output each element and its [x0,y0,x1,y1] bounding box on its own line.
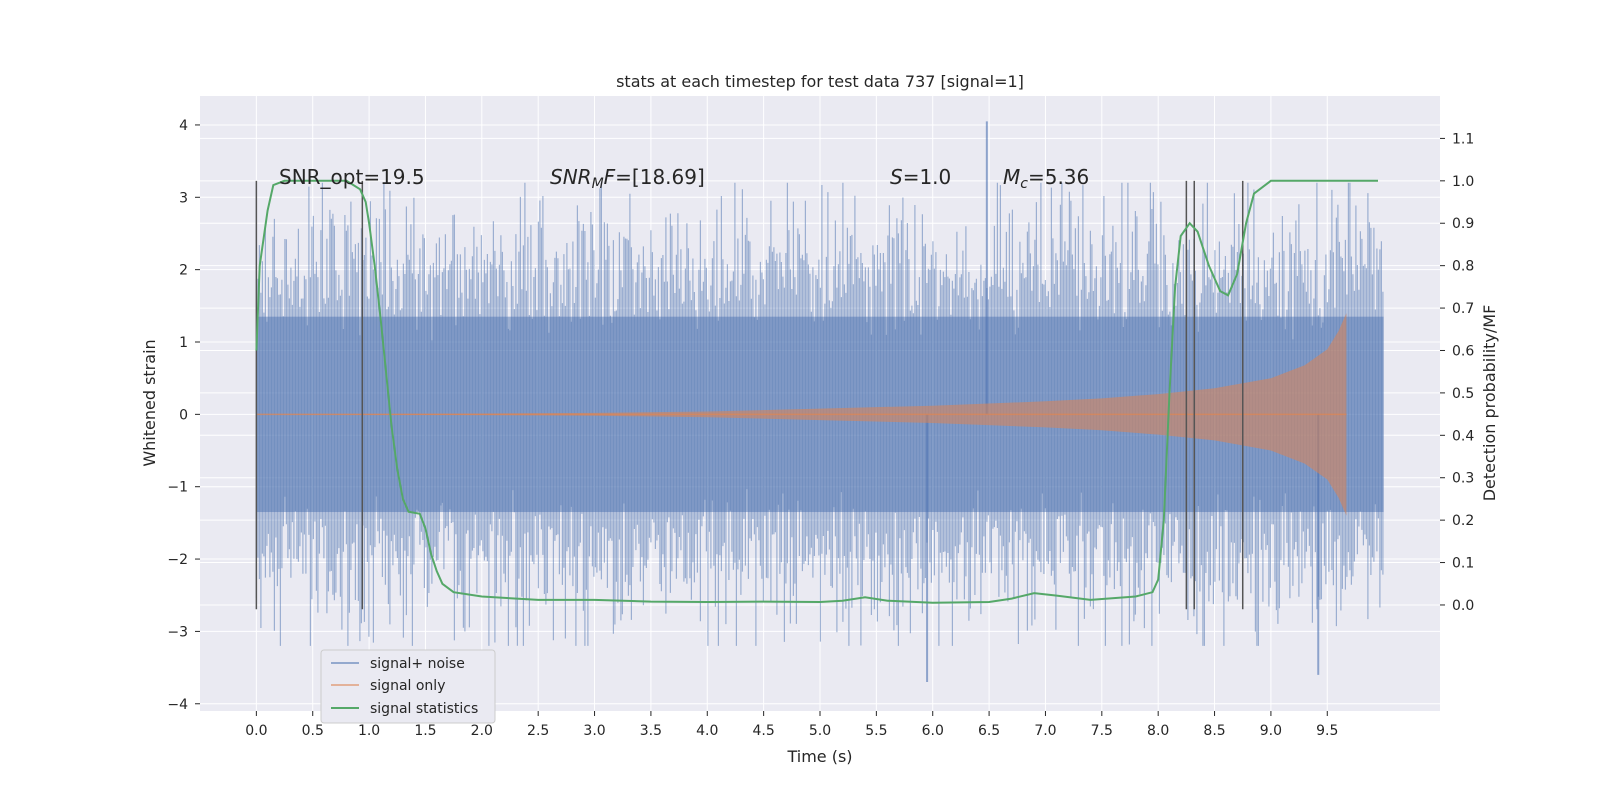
y-tick-label: 4 [179,118,188,134]
annotation-mc-symbol: M [1003,165,1020,189]
y-tick-right-label: 0.6 [1452,343,1474,359]
x-tick-label: 5.5 [865,723,887,739]
y-axis-right-label: Detection probability/MF [1480,305,1499,502]
signal-statistics-line [255,179,1378,604]
y-tick-right-label: 0.7 [1452,301,1474,317]
annotation-snr-mf-value: =[18.69] [615,165,705,189]
y-tick-label: −1 [167,480,188,496]
axes: 0.0 0.5 1.0 1.5 2.0 2.5 3.0 3.5 4.0 4.5 5.0 5.5 6.0 6… [167,118,1474,739]
annotation-mc-subscript: c [1020,176,1028,192]
x-tick-label: 3.0 [583,723,605,739]
plot-area [255,121,1384,683]
x-tick-label: 3.5 [640,723,662,739]
legend-label-signal-noise: signal+ noise [370,656,465,672]
annotation-mc: Mc=5.36 [1003,165,1089,192]
x-tick-label: 0.5 [302,723,324,739]
y-tick-label: −4 [167,697,188,713]
y-tick-right-label: 1.0 [1452,174,1474,190]
x-tick-label: 4.0 [696,723,718,739]
annotation-snr-mf: SNRMF=[18.69] [550,165,705,192]
x-tick-label: 9.5 [1316,723,1338,739]
annotation-snr-mf-subscript: M [592,176,604,192]
x-tick-label: 2.5 [527,723,549,739]
x-tick-label: 1.5 [414,723,436,739]
x-tick-label: 1.0 [358,723,380,739]
x-tick-label: 0.0 [245,723,267,739]
x-tick-label: 6.0 [922,723,944,739]
y-tick-label: 3 [179,190,188,206]
legend-label-signal-statistics: signal statistics [370,701,478,717]
annotation-s-symbol: S [890,165,903,189]
x-tick-label: 6.5 [978,723,1000,739]
annotation-mc-value: =5.36 [1028,165,1089,189]
y-tick-right-label: 0.9 [1452,216,1474,232]
legend: signal+ noise signal only signal statist… [320,649,496,724]
annotation-snr-mf-symbol: SNR [550,165,592,189]
legend-label-signal-only: signal only [370,678,445,694]
x-tick-label: 8.5 [1203,723,1225,739]
y-tick-label: −2 [167,552,188,568]
y-tick-label: 2 [179,263,188,279]
y-tick-right-label: 0.4 [1452,428,1474,444]
annotation-s-value: =1.0 [903,165,952,189]
y-tick-right-label: 0.5 [1452,386,1474,402]
x-axis-label: Time (s) [786,747,852,766]
y-tick-label: −3 [167,624,188,640]
y-tick-right-label: 0.8 [1452,259,1474,275]
y-tick-label: 1 [179,335,188,351]
x-tick-label: 4.5 [753,723,775,739]
annotation-snr-opt: SNR_opt=19.5 [279,165,425,189]
x-tick-label: 5.0 [809,723,831,739]
y-tick-right-label: 0.3 [1452,471,1474,487]
y-tick-label: 0 [179,407,188,423]
x-tick-label: 7.5 [1091,723,1113,739]
y-axis-label: Whitened strain [140,339,159,466]
chart-title: stats at each timestep for test data 737… [616,72,1024,91]
x-tick-label: 9.0 [1260,723,1282,739]
x-tick-label: 8.0 [1147,723,1169,739]
y-tick-right-label: 0.1 [1452,556,1474,572]
x-tick-label: 7.0 [1034,723,1056,739]
legend-box [320,649,496,724]
y-tick-right-label: 0.2 [1452,513,1474,529]
x-tick-label: 2.0 [471,723,493,739]
annotation-snr-mf-symbol-2: F [604,165,616,189]
y-tick-right-label: 0.0 [1452,598,1474,614]
annotation-s: S=1.0 [890,165,951,189]
y-tick-right-label: 1.1 [1452,131,1474,147]
